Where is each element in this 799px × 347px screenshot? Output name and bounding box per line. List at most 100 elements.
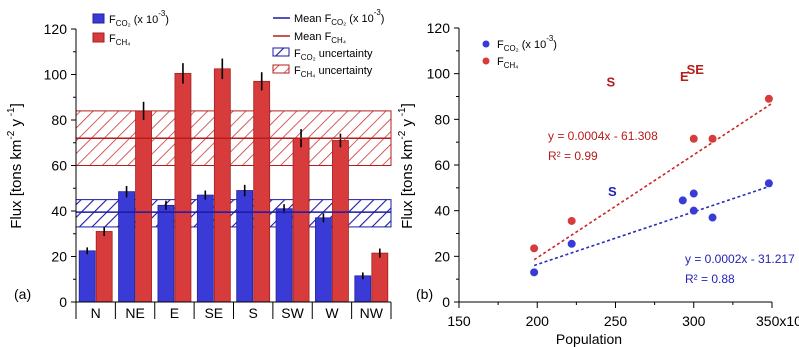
- y-axis-label-part: ]: [8, 103, 25, 107]
- legend-swatch-ch4-uncertainty: [272, 64, 290, 74]
- bar: [118, 191, 135, 303]
- outlier-label: S: [606, 75, 615, 90]
- legend-label-part: CH₄: [331, 36, 346, 45]
- legend-label-part: ): [553, 39, 557, 51]
- x-tick-label: 150: [447, 313, 471, 329]
- bar: [332, 140, 349, 303]
- legend-label: Mean FCH₄: [294, 31, 346, 45]
- legend-label-part: (x 10: [519, 39, 547, 51]
- bar: [95, 231, 113, 303]
- scatter-point: [689, 134, 698, 143]
- legend-label: FCH₄: [497, 56, 518, 70]
- x-tick-label: NE: [125, 305, 144, 321]
- legend-label-part: uncertainty: [316, 48, 373, 60]
- x-tick-label: N: [91, 305, 101, 321]
- bar: [354, 275, 372, 303]
- bar: [196, 194, 214, 303]
- scatter-point: [764, 94, 773, 103]
- legend-label: FCO₂ uncertainty: [294, 48, 373, 62]
- y-tick-label: 120: [427, 20, 451, 36]
- bar: [174, 72, 192, 303]
- outlier-label: S: [608, 184, 617, 199]
- mean-lines: [76, 137, 391, 213]
- y-tick-label: 100: [44, 67, 68, 83]
- legend-swatch-co2: [92, 13, 105, 24]
- legend-label-part: CH₄: [301, 70, 316, 79]
- legend-label-part: CO₂: [331, 18, 346, 27]
- scatter-chart-panel: 0 20 40 60 80 100 120 150 200 250 300 350x10³ Popula…: [397, 20, 799, 347]
- legend-label-part: Mean F: [294, 13, 332, 25]
- x-tick-label: E: [170, 305, 179, 321]
- fit-r-squared: R² = 0.99: [548, 149, 598, 163]
- fit-line: [533, 102, 773, 261]
- x-tick-label: SE: [204, 305, 223, 321]
- legend-swatch-ch4: [92, 32, 105, 43]
- scatter-chart-axes: 0 20 40 60 80 100 120 150 200 250 300 350x10³ Popula…: [397, 20, 799, 347]
- legend-label: Mean FCO₂ (x 10-3): [294, 8, 384, 27]
- legend-label-part: F: [294, 48, 301, 60]
- legend-label-part: CH₄: [504, 61, 519, 70]
- outlier-label: SE: [687, 62, 705, 77]
- y-tick-label: 120: [44, 21, 68, 37]
- scatter-point: [708, 213, 717, 222]
- legend-label-part: F: [109, 14, 116, 26]
- legend-swatch-co2-uncertainty: [272, 47, 290, 57]
- scatter-point: [678, 196, 687, 205]
- scatter-point: [689, 189, 698, 198]
- bar: [315, 217, 332, 303]
- x-tick-label: 200: [526, 313, 550, 329]
- scatter-point: [567, 239, 576, 248]
- fit-lines: [533, 102, 773, 267]
- x-tick-label: S: [249, 305, 258, 321]
- y-axis-label-sup: -2: [6, 130, 17, 139]
- y-tick-label: 20: [51, 249, 67, 265]
- bar-chart-panel: 0 20 40 60 80 100 120 N NE E SE S SW W NW Flux [tons km…: [6, 8, 392, 321]
- y-tick-label: 60: [434, 157, 450, 173]
- x-tick-label: NW: [360, 305, 384, 321]
- legend-label-part: -3: [158, 9, 166, 18]
- legend-label-part: CO₂: [301, 53, 316, 62]
- legend-label-part: F: [294, 65, 301, 77]
- y-axis-label-part: y: [399, 119, 416, 131]
- legend-label-part: -3: [374, 8, 382, 17]
- legend-label-part: CO₂: [504, 44, 519, 53]
- y-tick-label: 40: [434, 203, 450, 219]
- legend-label: FCO₂ (x 10-3): [497, 34, 557, 53]
- panel-b-label: (b): [416, 286, 433, 302]
- bar: [78, 250, 96, 303]
- y-axis-label-part: ]: [399, 103, 416, 107]
- legend-label-part: -3: [546, 34, 554, 43]
- legend-label: FCH₄: [109, 33, 130, 47]
- x-tick-label: 300: [682, 313, 706, 329]
- annotations: S SEE Sy = 0.0004x - 61.308 R² = 0.99 y = 0.…: [548, 62, 795, 286]
- x-tick-label: SW: [281, 305, 304, 321]
- legend-label-part: F: [497, 39, 504, 51]
- y-tick-label: 80: [51, 112, 67, 128]
- legend-label-part: F: [109, 33, 116, 45]
- scatter-point: [530, 268, 539, 277]
- scatter-point: [708, 134, 717, 143]
- x-tick-label: 250: [604, 313, 628, 329]
- legend-label-part: (x 10: [346, 13, 374, 25]
- x-tick-label: W: [325, 305, 339, 321]
- bar: [275, 208, 293, 303]
- legend-marker-co2: [482, 40, 490, 48]
- x-axis-label: Population: [556, 331, 622, 347]
- scatter-points: [530, 94, 773, 277]
- bar: [157, 204, 175, 303]
- x-tick-label: 350x10³: [756, 313, 799, 329]
- y-axis-label-sup: -2: [397, 130, 408, 139]
- y-tick-label: 100: [427, 66, 451, 82]
- y-tick-label: 0: [442, 294, 450, 310]
- bar: [292, 137, 310, 303]
- scatter-chart-legend: FCO₂ (x 10-3)FCH₄: [482, 34, 557, 70]
- bar: [253, 80, 271, 303]
- bar: [371, 252, 389, 303]
- legend-label-part: ): [381, 13, 385, 25]
- scatter-point: [567, 216, 576, 225]
- bars: [78, 58, 389, 303]
- y-tick-label: 20: [434, 248, 450, 264]
- outlier-label: E: [680, 69, 689, 84]
